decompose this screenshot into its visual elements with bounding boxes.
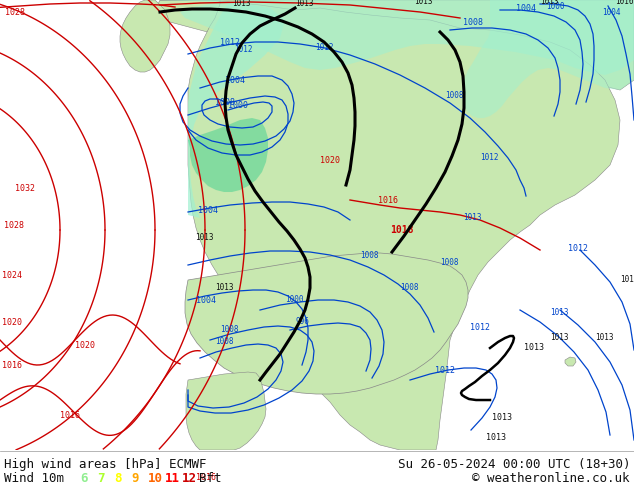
Text: 1016: 1016 (615, 0, 633, 6)
Text: 1012: 1012 (470, 323, 490, 332)
Text: 1000: 1000 (285, 295, 304, 304)
Text: 1012: 1012 (220, 38, 240, 47)
Text: 1013: 1013 (295, 0, 313, 8)
Text: 1013: 1013 (195, 233, 214, 242)
Text: Wind 10m: Wind 10m (4, 472, 64, 485)
Text: 9: 9 (131, 472, 138, 485)
Text: 1028: 1028 (5, 8, 25, 17)
Text: 1012: 1012 (435, 366, 455, 374)
Text: 1018: 1018 (390, 225, 413, 235)
Polygon shape (160, 0, 285, 218)
Polygon shape (180, 0, 634, 75)
Text: 1020: 1020 (320, 155, 340, 165)
Text: Su 26-05-2024 00:00 UTC (18+30): Su 26-05-2024 00:00 UTC (18+30) (398, 458, 630, 471)
Text: 1013: 1013 (232, 0, 250, 8)
Text: 1013: 1013 (550, 308, 569, 317)
Text: 1013: 1013 (620, 275, 634, 284)
Text: 1012: 1012 (234, 45, 252, 54)
Polygon shape (120, 0, 170, 72)
Text: 1000: 1000 (228, 100, 248, 109)
Text: 1012: 1012 (480, 153, 498, 162)
Text: 1012: 1012 (315, 43, 333, 52)
Polygon shape (565, 357, 576, 366)
Text: 1013: 1013 (595, 333, 614, 342)
Text: 8: 8 (114, 472, 122, 485)
Text: 1013: 1013 (524, 343, 544, 352)
Text: 1004: 1004 (225, 75, 245, 84)
Text: 1008: 1008 (463, 18, 483, 26)
Text: 12: 12 (182, 472, 197, 485)
Text: 1020: 1020 (2, 318, 22, 326)
Text: 1013: 1013 (486, 433, 506, 442)
Text: 1016: 1016 (196, 473, 216, 482)
Text: Bft: Bft (199, 472, 221, 485)
Text: 1013: 1013 (463, 213, 481, 222)
Text: 996: 996 (296, 317, 310, 326)
Text: 1020: 1020 (75, 341, 95, 349)
Text: 1013: 1013 (215, 283, 233, 292)
Text: High wind areas [hPa] ECMWF: High wind areas [hPa] ECMWF (4, 458, 207, 471)
Text: 1016: 1016 (378, 196, 398, 204)
Text: 1016: 1016 (60, 411, 80, 419)
Text: 11: 11 (165, 472, 180, 485)
Text: 1004: 1004 (602, 8, 621, 17)
Text: 1013: 1013 (540, 0, 559, 6)
Text: 1008: 1008 (360, 251, 378, 260)
Text: 10: 10 (148, 472, 163, 485)
Text: 1008: 1008 (400, 283, 418, 292)
Text: 1013: 1013 (550, 333, 569, 342)
Polygon shape (188, 118, 268, 192)
Text: 1013: 1013 (492, 413, 512, 422)
Text: 1004: 1004 (516, 3, 536, 13)
Text: 1016: 1016 (2, 361, 22, 369)
Text: 1024: 1024 (2, 270, 22, 279)
Polygon shape (155, 0, 634, 90)
Text: 1032: 1032 (15, 184, 35, 193)
Text: 1008: 1008 (440, 258, 458, 267)
Text: 6: 6 (80, 472, 87, 485)
Text: 7: 7 (97, 472, 105, 485)
Text: 1008: 1008 (445, 91, 463, 100)
Text: 1008: 1008 (215, 98, 235, 106)
Text: 1004: 1004 (198, 205, 218, 215)
Polygon shape (186, 372, 266, 450)
Text: 1012: 1012 (568, 244, 588, 252)
Text: © weatheronline.co.uk: © weatheronline.co.uk (472, 472, 630, 485)
Text: 1028: 1028 (4, 220, 24, 229)
Text: 1008: 1008 (215, 337, 233, 346)
Polygon shape (160, 0, 620, 450)
Text: 1013: 1013 (414, 0, 432, 6)
Polygon shape (185, 253, 468, 394)
Text: 1000: 1000 (546, 2, 564, 11)
Text: 1008: 1008 (220, 325, 238, 334)
Polygon shape (462, 0, 634, 118)
Text: 1004: 1004 (196, 295, 216, 304)
